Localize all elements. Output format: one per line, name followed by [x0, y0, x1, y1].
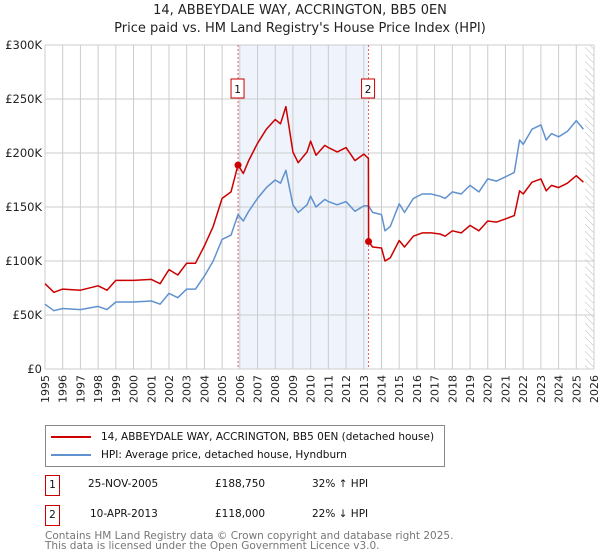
legend-swatch-price	[51, 436, 91, 438]
sale-point	[365, 238, 373, 246]
legend-item-price: 14, ABBEYDALE WAY, ACCRINGTON, BB5 0EN (…	[51, 429, 434, 445]
sale-marker-box	[361, 78, 376, 99]
x-tick-label: 2015	[393, 375, 406, 403]
series-line	[44, 105, 584, 294]
sale-marker-box	[230, 78, 245, 99]
x-tick-label: 2019	[464, 375, 477, 403]
sale-price: £118,000	[215, 508, 266, 520]
x-tick-label: 2005	[216, 375, 229, 403]
series-line	[44, 119, 584, 312]
footer-licence: This data is licensed under the Open Gov…	[45, 540, 380, 552]
x-tick-label: 2007	[252, 375, 265, 403]
x-tick-label: 2002	[163, 375, 176, 403]
sale-hpi-diff: 32% ↑ HPI	[312, 478, 369, 490]
x-tick-label: 2021	[499, 375, 512, 403]
x-tick-label: 2017	[429, 375, 442, 403]
y-tick-label: £50K	[13, 308, 43, 322]
x-tick-label: 1995	[39, 375, 52, 403]
x-tick-label: 2020	[482, 375, 495, 403]
y-tick-label: £150K	[5, 200, 42, 214]
y-tick-label: £250K	[5, 92, 42, 106]
x-tick-label: 2014	[375, 375, 388, 403]
x-tick-label: 2018	[446, 375, 459, 403]
sale-marker-label: 1	[234, 84, 241, 96]
sale-hpi-diff: 22% ↓ HPI	[312, 508, 369, 520]
sale-marker-box: 1	[45, 475, 60, 496]
x-tick-label: 2009	[287, 375, 300, 403]
x-tick-label: 2023	[535, 375, 548, 403]
x-tick-label: 2003	[181, 375, 194, 403]
legend-label-hpi: HPI: Average price, detached house, Hynd…	[101, 449, 347, 461]
x-tick-label: 2025	[570, 375, 583, 403]
x-tick-label: 2001	[145, 375, 158, 403]
sale-marker-label: 2	[365, 84, 372, 96]
footer-copyright: Contains HM Land Registry data © Crown c…	[45, 530, 454, 542]
title-address: 14, ABBEYDALE WAY, ACCRINGTON, BB5 0EN	[153, 3, 447, 18]
x-tick-label: 2008	[269, 375, 282, 403]
x-tick-label: 2022	[517, 375, 530, 403]
x-tick-label: 1997	[74, 375, 87, 403]
x-tick-label: 1999	[110, 375, 123, 403]
x-tick-label: 2026	[588, 375, 600, 403]
y-tick-label: £100K	[5, 254, 42, 268]
sale-marker-box: 2	[45, 505, 60, 526]
x-tick-label: 2011	[322, 375, 335, 403]
x-tick-label: 2004	[198, 375, 211, 403]
x-tick-label: 1998	[92, 375, 105, 403]
x-tick-label: 2016	[411, 375, 424, 403]
legend-label-price: 14, ABBEYDALE WAY, ACCRINGTON, BB5 0EN (…	[101, 431, 435, 443]
x-tick-label: 1996	[57, 375, 70, 403]
legend-item-hpi: HPI: Average price, detached house, Hynd…	[51, 447, 347, 463]
legend-swatch-hpi	[51, 454, 91, 456]
x-tick-label: 2000	[128, 375, 141, 403]
y-tick-label: £300K	[5, 38, 42, 52]
footer: Contains HM Land Registry data © Crown c…	[45, 530, 454, 552]
plot-area: 1995 1996 1997 1998 1999 2000 2001 2002 2003 2004…	[5, 38, 600, 403]
title-subtitle: Price paid vs. HM Land Registry's House …	[114, 21, 486, 36]
x-tick-label: 2013	[358, 375, 371, 403]
sale-price: £188,750	[215, 478, 266, 490]
y-tick-label: £0	[27, 362, 42, 376]
y-tick-label: £200K	[5, 146, 42, 160]
x-tick-label: 2024	[553, 375, 566, 403]
sale-date: 10-APR-2013	[90, 508, 158, 520]
sale-point	[234, 161, 242, 169]
chart-title: 14, ABBEYDALE WAY, ACCRINGTON, BB5 0EN P…	[0, 2, 600, 38]
x-tick-label: 2012	[340, 375, 353, 403]
x-tick-label: 2010	[305, 375, 318, 403]
sale-date: 25-NOV-2005	[88, 478, 159, 490]
legend: 14, ABBEYDALE WAY, ACCRINGTON, BB5 0EN (…	[45, 425, 445, 467]
x-tick-label: 2006	[234, 375, 247, 403]
